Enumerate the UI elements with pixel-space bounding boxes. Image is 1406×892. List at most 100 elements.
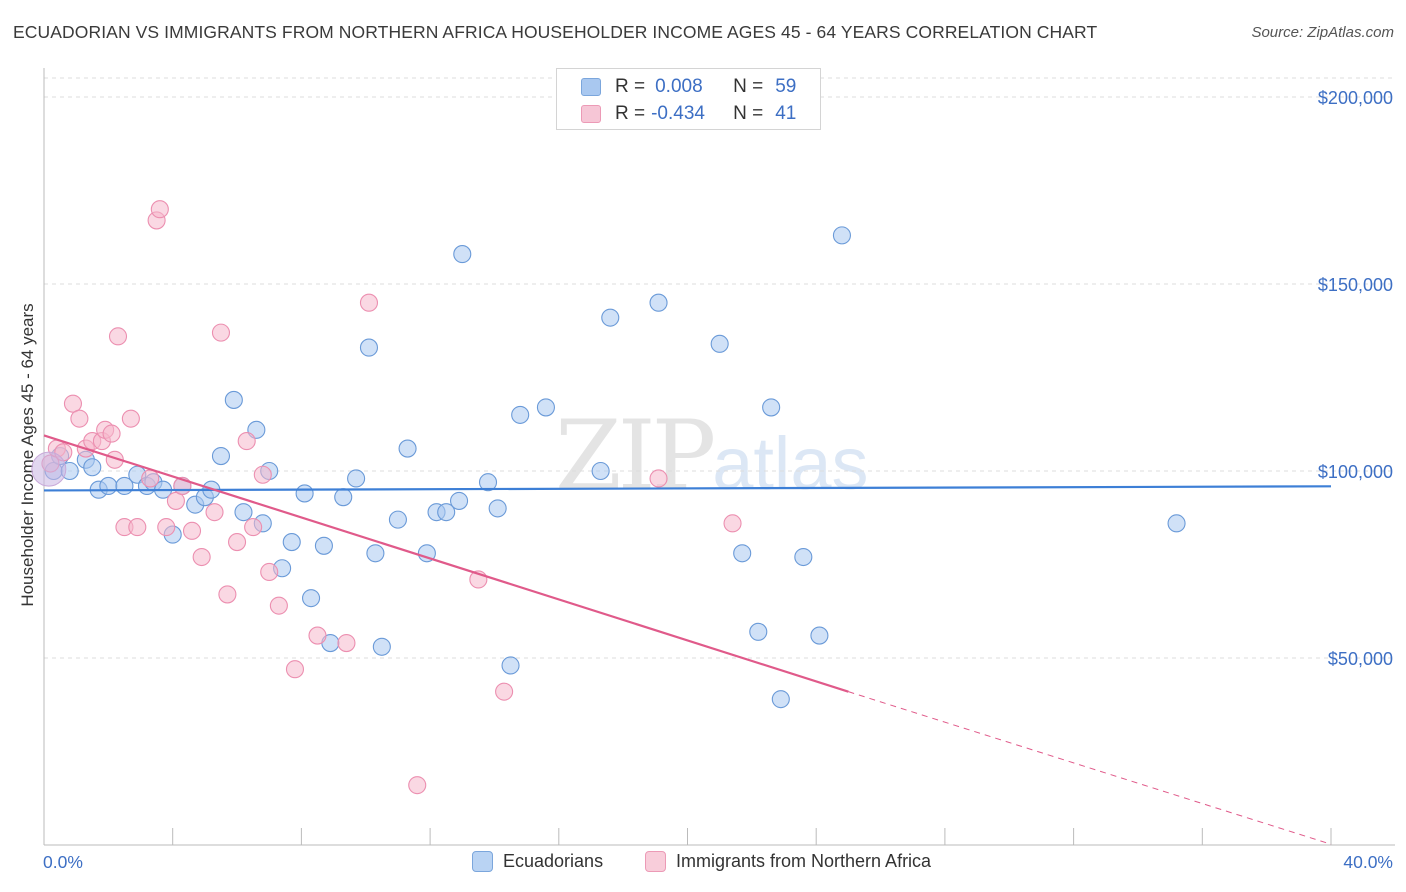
ecuadorian-point xyxy=(771,690,790,709)
northern-africa-point xyxy=(359,293,379,312)
ecuadorian-point xyxy=(234,503,253,522)
northern-africa-point xyxy=(408,776,427,795)
legend-n-value: 41 xyxy=(775,103,797,124)
watermark-atlas: atlas xyxy=(712,422,869,505)
y-tick-label: $100,000 xyxy=(1318,462,1393,482)
legend-swatch-ecuadorians xyxy=(472,851,493,872)
correlation-legend: R = 0.008 N = 59 R = -0.434 N = 41 xyxy=(556,68,821,130)
ecuadorian-point xyxy=(282,533,301,552)
legend-r-value: 0.008 xyxy=(655,76,703,97)
northern-africa-point xyxy=(70,409,89,428)
ecuadorian-point xyxy=(536,398,555,417)
ecuadorian-point xyxy=(334,488,353,507)
y-tick-label: $50,000 xyxy=(1328,649,1393,669)
northern-africa-point xyxy=(121,409,140,428)
ecuadorian-point xyxy=(398,439,417,458)
northern-africa-point xyxy=(102,424,121,443)
ecuadorian-point xyxy=(488,499,507,518)
northern-africa-point xyxy=(108,327,128,346)
northern-africa-point xyxy=(182,521,202,540)
northern-africa-point xyxy=(192,547,211,567)
ecuadorian-point xyxy=(501,656,520,675)
ecuadorian-point xyxy=(710,334,729,353)
ecuadorian-point xyxy=(453,245,472,264)
ecuadorian-point xyxy=(478,473,498,492)
ecuadorian-point xyxy=(359,338,379,357)
ecuadorian-point xyxy=(99,476,118,496)
legend-item-ecuadorians: Ecuadorians xyxy=(472,851,603,872)
ecuadorian-point xyxy=(437,503,456,522)
legend-swatch-pink xyxy=(581,105,601,123)
ecuadorian-point xyxy=(794,547,813,567)
ecuadorian-point xyxy=(83,458,102,477)
northern-africa-point xyxy=(63,394,83,413)
watermark-zip: ZIP xyxy=(555,400,716,512)
ecuadorian-point xyxy=(388,510,407,529)
northern-africa-trend-extension xyxy=(848,691,1332,845)
northern-africa-point xyxy=(205,503,224,522)
ecuadorian-point xyxy=(749,622,768,641)
ecuadorian-point xyxy=(649,293,668,312)
x-tick-min: 0.0% xyxy=(43,852,83,872)
ecuadorian-point xyxy=(601,308,620,327)
northern-africa-point xyxy=(269,596,288,615)
northern-africa-point xyxy=(166,491,185,510)
ecuadorian-point xyxy=(1167,514,1186,533)
ecuadorian-point xyxy=(762,398,781,417)
ecuadorian-point xyxy=(733,544,752,563)
watermark: ZIPatlas xyxy=(555,400,869,512)
ecuadorian-point xyxy=(295,484,314,503)
ecuadorian-point xyxy=(832,226,851,245)
legend-row-northern-africa: R = -0.434 N = 41 xyxy=(581,101,796,127)
northern-africa-trend-line xyxy=(43,434,849,693)
northern-africa-point xyxy=(218,585,237,604)
ecuadorian-point xyxy=(211,446,231,466)
legend-r-label: R = xyxy=(615,103,646,124)
legend-n-value: 59 xyxy=(775,76,797,97)
series-legend: Ecuadorians Immigrants from Northern Afr… xyxy=(0,851,1406,877)
ecuadorian-point xyxy=(810,626,829,645)
ecuadorian-point xyxy=(347,469,366,488)
northern-africa-point xyxy=(228,533,247,552)
x-tick-max: 40.0% xyxy=(1343,852,1393,872)
y-tick-label: $200,000 xyxy=(1318,88,1393,108)
legend-item-northern-africa: Immigrants from Northern Africa xyxy=(645,851,931,872)
y-tick-label: $150,000 xyxy=(1318,275,1393,295)
source-label: Source: ZipAtlas.com xyxy=(1251,24,1394,41)
chart-title: ECUADORIAN VS IMMIGRANTS FROM NORTHERN A… xyxy=(13,22,1098,42)
northern-africa-point xyxy=(211,323,231,342)
ecuadorian-point xyxy=(224,390,243,409)
northern-africa-point xyxy=(495,682,514,701)
northern-africa-point xyxy=(237,432,256,451)
ecuadorian-trend-line xyxy=(43,485,1332,492)
legend-n-label: N = xyxy=(733,76,764,97)
ecuadorian-point xyxy=(417,544,436,563)
cluster-bubble xyxy=(31,451,67,487)
northern-africa-point xyxy=(128,518,147,537)
legend-r-label: R = xyxy=(615,76,646,97)
northern-africa-point xyxy=(337,633,356,653)
northern-africa-point xyxy=(141,469,160,488)
northern-africa-point xyxy=(150,200,169,219)
northern-africa-point xyxy=(308,626,327,645)
ecuadorian-point xyxy=(591,461,610,481)
legend-swatch-blue xyxy=(581,78,601,96)
northern-africa-point xyxy=(260,562,279,582)
ecuadorian-point xyxy=(366,544,385,563)
legend-r-value: -0.434 xyxy=(651,103,705,124)
legend-n-label: N = xyxy=(733,103,764,124)
legend-label-ecuadorians: Ecuadorians xyxy=(503,851,604,871)
ecuadorian-point xyxy=(314,536,333,555)
northern-africa-point xyxy=(285,660,305,679)
northern-africa-point xyxy=(244,518,263,537)
northern-africa-point xyxy=(723,514,742,533)
legend-swatch-northern-africa xyxy=(645,851,666,872)
ecuadorian-point xyxy=(302,589,321,608)
ecuadorian-point xyxy=(372,637,391,656)
ecuadorian-point xyxy=(511,405,530,424)
legend-label-northern-africa: Immigrants from Northern Africa xyxy=(676,851,932,871)
ecuadorian-point xyxy=(450,491,469,510)
northern-africa-point xyxy=(157,518,176,537)
northern-africa-point xyxy=(649,469,668,488)
